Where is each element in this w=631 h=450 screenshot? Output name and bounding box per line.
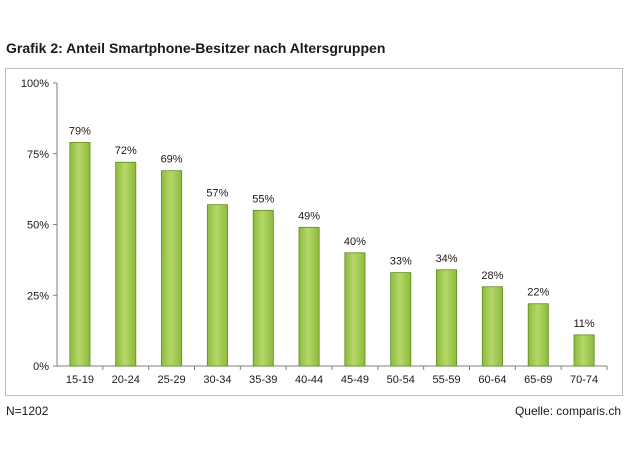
data-label: 22% — [527, 287, 549, 299]
x-tick-label: 50-54 — [387, 374, 415, 386]
bar — [206, 204, 228, 367]
x-tick-label: 40-44 — [295, 374, 323, 386]
bar — [252, 209, 274, 367]
bar — [527, 303, 549, 367]
x-tick-label: 65-69 — [524, 374, 552, 386]
bar — [390, 272, 412, 367]
data-label: 34% — [436, 253, 458, 265]
chart-title: Grafik 2: Anteil Smartphone-Besitzer nac… — [6, 40, 386, 56]
x-tick-label: 55-59 — [433, 374, 461, 386]
data-label: 33% — [390, 256, 412, 268]
x-tick-label: 45-49 — [341, 374, 369, 386]
data-label: 72% — [115, 145, 137, 157]
data-label: 49% — [298, 210, 320, 222]
data-label: 11% — [573, 318, 594, 330]
x-tick-label: 70-74 — [570, 374, 598, 386]
bar — [115, 161, 137, 367]
bar — [69, 142, 91, 367]
x-tick-label: 15-19 — [66, 374, 94, 386]
data-label: 69% — [161, 154, 183, 166]
bar — [298, 226, 320, 367]
data-label: 79% — [69, 125, 91, 137]
bar — [573, 334, 595, 367]
bar — [481, 286, 503, 367]
x-tick-label: 20-24 — [112, 374, 140, 386]
x-tick-label: 60-64 — [478, 374, 506, 386]
x-tick-label: 25-29 — [158, 374, 186, 386]
data-label: 28% — [481, 270, 503, 282]
data-label: 57% — [206, 188, 228, 200]
y-tick-label: 100% — [21, 78, 49, 90]
data-label: 55% — [252, 193, 274, 205]
chart-frame — [5, 68, 623, 396]
bar — [161, 170, 183, 367]
source-note: Quelle: comparis.ch — [514, 404, 621, 418]
sample-size: N=1202 — [6, 404, 49, 418]
x-tick-label: 35-39 — [249, 374, 277, 386]
y-tick-label: 50% — [27, 220, 49, 232]
y-tick-label: 0% — [33, 361, 49, 373]
y-tick-label: 75% — [27, 149, 49, 161]
bar — [344, 252, 366, 367]
x-tick-label: 30-34 — [203, 374, 231, 386]
y-tick-label: 25% — [27, 290, 49, 302]
bar — [436, 269, 458, 367]
data-label: 40% — [344, 236, 366, 248]
